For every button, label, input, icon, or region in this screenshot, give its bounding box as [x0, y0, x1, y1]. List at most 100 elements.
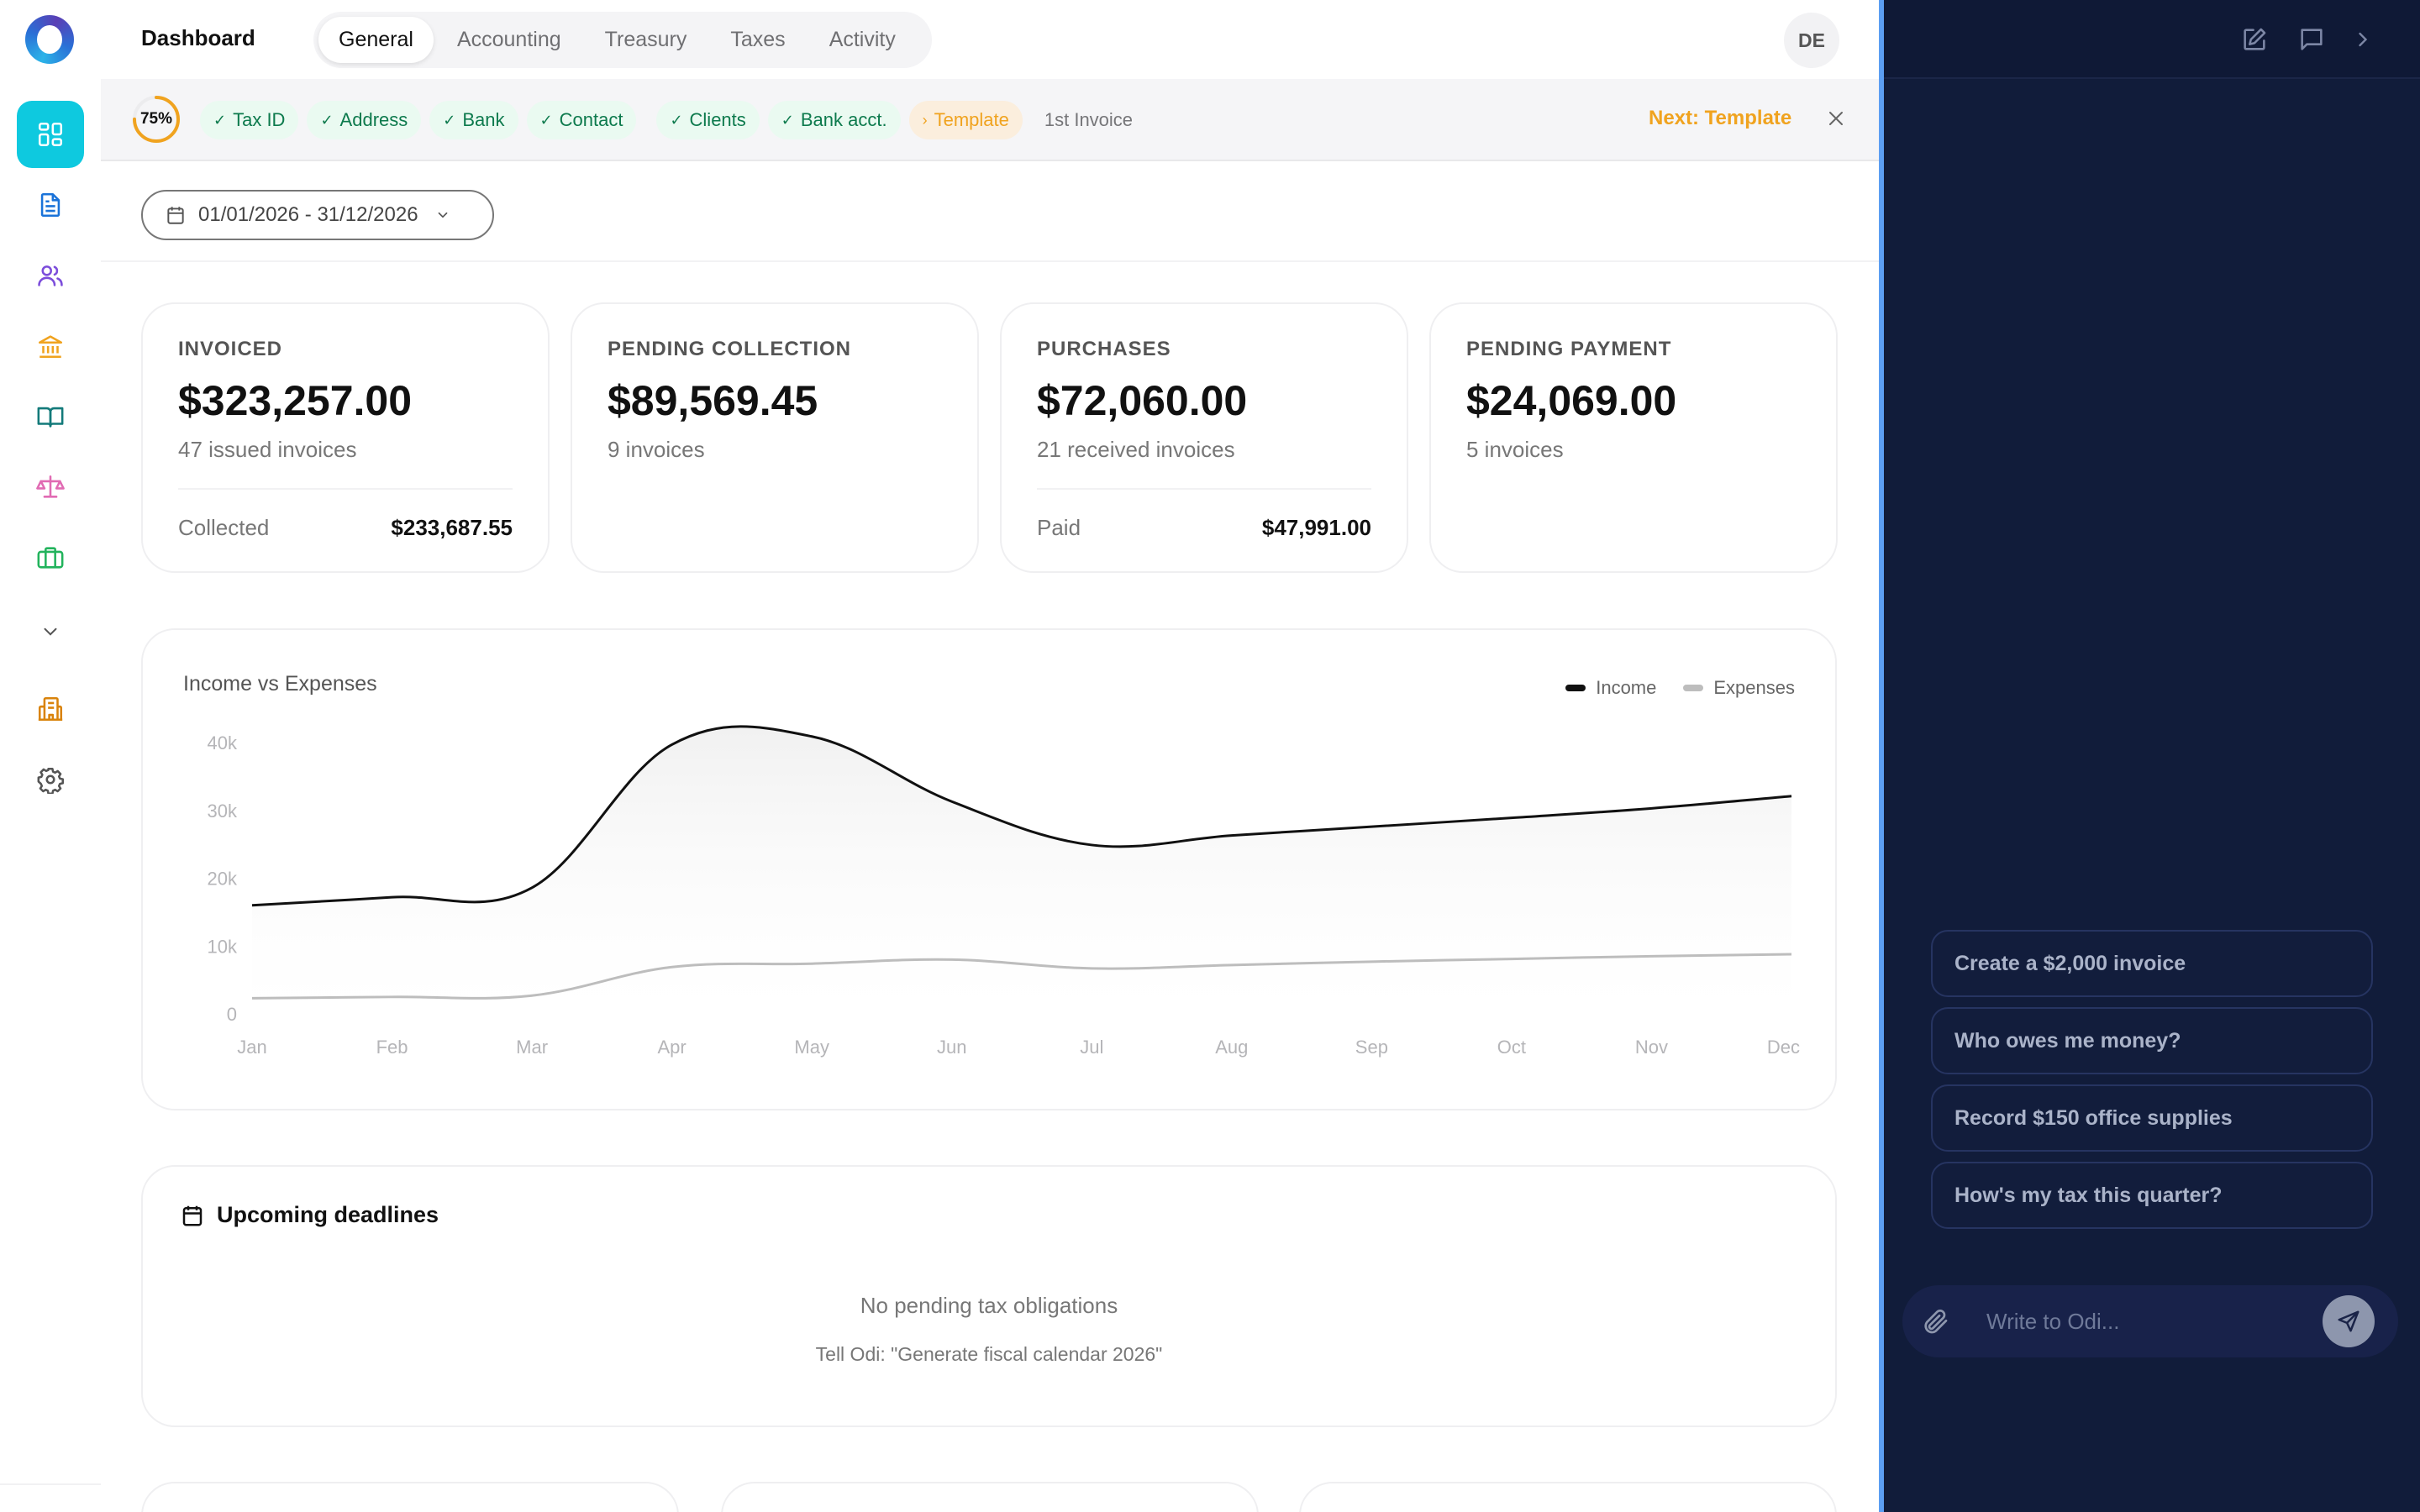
stat-card-purchases[interactable]: PURCHASES $72,060.00 21 received invoice…	[1000, 302, 1408, 573]
stat-card-pending-collection[interactable]: PENDING COLLECTION $89,569.45 9 invoices	[571, 302, 979, 573]
step-label: Address	[339, 109, 408, 130]
onboarding-close-button[interactable]	[1822, 104, 1850, 133]
check-icon: ✓	[670, 111, 683, 129]
y-tick-label: 10k	[208, 936, 238, 957]
sidebar-item-company[interactable]	[17, 675, 84, 743]
x-tick-label: Oct	[1497, 1037, 1526, 1058]
legend-swatch-icon	[1565, 685, 1586, 691]
income-area	[252, 726, 1791, 1014]
stat-subtitle: 5 invoices	[1466, 437, 1564, 462]
chat-message-input[interactable]	[1986, 1300, 2289, 1342]
suggestion-who-owes[interactable]: Who owes me money?	[1931, 1007, 2373, 1074]
building-icon	[38, 696, 63, 722]
sidebar-item-invoices[interactable]	[17, 171, 84, 239]
sidebar-divider	[0, 1483, 101, 1485]
empty-state-hint: Tell Odi: "Generate fiscal calendar 2026…	[815, 1343, 1163, 1365]
suggestion-create-invoice[interactable]: Create a $2,000 invoice	[1931, 930, 2373, 997]
sidebar-item-treasury[interactable]	[17, 312, 84, 380]
edit-icon[interactable]	[2240, 25, 2269, 54]
x-tick-label: Jul	[1080, 1037, 1103, 1058]
user-avatar[interactable]: DE	[1784, 13, 1839, 68]
send-button[interactable]	[2323, 1295, 2375, 1347]
step-bank-account[interactable]: ✓ Bank acct.	[767, 101, 901, 139]
sidebar-item-taxes[interactable]	[17, 454, 84, 521]
next-step-link[interactable]: Next: Template	[1649, 107, 1792, 129]
x-tick-label: Feb	[376, 1037, 408, 1058]
users-icon	[38, 265, 63, 286]
step-first-invoice[interactable]: 1st Invoice	[1031, 101, 1146, 139]
paperclip-icon[interactable]	[1921, 1306, 1951, 1336]
sidebar-item-accounting[interactable]	[17, 383, 84, 450]
document-icon	[40, 192, 60, 218]
tab-activity[interactable]: Activity	[829, 28, 896, 51]
stat-footer-label: Paid	[1037, 515, 1081, 540]
upcoming-deadlines-card: Upcoming deadlines No pending tax obliga…	[141, 1165, 1837, 1427]
date-range-value: 01/01/2026 - 31/12/2026	[198, 203, 418, 226]
scale-icon	[36, 475, 65, 498]
deadlines-title: Upcoming deadlines	[217, 1202, 439, 1227]
onboarding-bar: 75% ✓ Tax ID ✓ Address ✓ Bank ✓ Contact ✓ Cli…	[101, 79, 1879, 161]
step-label: Bank acct.	[800, 109, 887, 130]
step-clients[interactable]: ✓ Clients	[656, 101, 760, 139]
tab-general[interactable]: General	[318, 17, 434, 63]
chat-bubble-icon[interactable]	[2297, 25, 2326, 54]
stat-divider	[178, 488, 513, 490]
stat-value: $24,069.00	[1466, 377, 1677, 424]
chevron-right-icon: ›	[922, 111, 928, 129]
book-open-icon	[37, 407, 64, 428]
stat-footer-label: Collected	[178, 515, 270, 540]
sidebar-more-toggle[interactable]	[17, 598, 84, 665]
chevron-down-icon	[44, 627, 57, 636]
stat-footer: Collected $233,687.55	[178, 515, 513, 541]
legend-label: Expenses	[1713, 677, 1795, 698]
income-line	[251, 725, 1792, 907]
suggestion-record-expense[interactable]: Record $150 office supplies	[1931, 1084, 2373, 1152]
chart-title: Income vs Expenses	[183, 672, 377, 696]
stat-card-invoiced[interactable]: INVOICED $323,257.00 47 issued invoices …	[141, 302, 550, 573]
sidebar-item-assets[interactable]	[17, 524, 84, 591]
line-chart-plot: 0 10k 20k 30k 40k Jan Feb Mar Apr May Jun Jul Aug Sep…	[208, 725, 1800, 1058]
step-label: Bank	[462, 109, 505, 130]
step-tax-id[interactable]: ✓ Tax ID	[200, 101, 299, 139]
sidebar-item-contacts[interactable]	[17, 242, 84, 309]
x-tick-label: May	[794, 1037, 829, 1058]
check-icon: ✓	[539, 111, 553, 129]
step-contact[interactable]: ✓ Contact	[526, 101, 637, 139]
chat-suggestions: Create a $2,000 invoice Who owes me mone…	[1931, 930, 2373, 1229]
check-icon: ✓	[781, 111, 794, 129]
step-label: Clients	[689, 109, 746, 130]
step-label: Template	[934, 109, 1009, 130]
stat-footer: Paid $47,991.00	[1037, 515, 1371, 541]
app-logo[interactable]	[25, 15, 74, 64]
chat-panel-resize-handle[interactable]	[1879, 0, 1884, 1512]
suggestion-tax-quarter[interactable]: How's my tax this quarter?	[1931, 1162, 2373, 1229]
y-tick-label: 40k	[208, 732, 238, 753]
step-bank[interactable]: ✓ Bank	[429, 101, 518, 139]
step-address[interactable]: ✓ Address	[307, 101, 422, 139]
legend-income[interactable]: Income	[1565, 677, 1656, 699]
stat-label: PENDING PAYMENT	[1466, 338, 1672, 360]
sidebar-item-settings[interactable]	[17, 746, 84, 813]
stat-divider	[1037, 488, 1371, 490]
chevron-right-icon[interactable]	[2351, 25, 2375, 54]
stat-card-pending-payment[interactable]: PENDING PAYMENT $24,069.00 5 invoices	[1429, 302, 1838, 573]
date-range-picker[interactable]: 01/01/2026 - 31/12/2026	[141, 190, 494, 240]
income-expenses-chart: 0 10k 20k 30k 40k Jan Feb Mar Apr May Jun Jul Aug Sep…	[141, 628, 1837, 1110]
stat-subtitle: 21 received invoices	[1037, 437, 1235, 462]
x-tick-label: Dec	[1767, 1037, 1800, 1058]
tab-treasury[interactable]: Treasury	[604, 28, 687, 51]
check-icon: ✓	[213, 111, 227, 129]
tab-taxes[interactable]: Taxes	[730, 28, 786, 51]
x-tick-label: Apr	[658, 1037, 687, 1058]
legend-expenses[interactable]: Expenses	[1683, 677, 1795, 699]
step-template[interactable]: › Template	[908, 101, 1023, 139]
sidebar-item-dashboard[interactable]	[17, 101, 84, 168]
x-tick-label: Sep	[1355, 1037, 1388, 1058]
empty-state-title: No pending tax obligations	[860, 1293, 1118, 1318]
onboarding-steps: ✓ Tax ID ✓ Address ✓ Bank ✓ Contact ✓ Clients…	[200, 101, 1146, 139]
tab-accounting[interactable]: Accounting	[456, 28, 561, 51]
stat-label: PENDING COLLECTION	[608, 338, 852, 360]
main-content: 01/01/2026 - 31/12/2026 INVOICED $323,25…	[101, 161, 1879, 1512]
step-label: 1st Invoice	[1044, 109, 1134, 130]
